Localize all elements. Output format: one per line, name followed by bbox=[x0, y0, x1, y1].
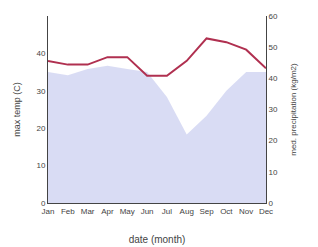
svg-text:40: 40 bbox=[36, 49, 45, 58]
svg-text:Apr: Apr bbox=[101, 207, 114, 216]
svg-text:0: 0 bbox=[41, 199, 46, 208]
svg-text:Dec: Dec bbox=[259, 207, 273, 216]
svg-text:Nov: Nov bbox=[239, 207, 253, 216]
svg-text:40: 40 bbox=[269, 74, 278, 83]
svg-text:Feb: Feb bbox=[61, 207, 75, 216]
svg-text:Jun: Jun bbox=[141, 207, 154, 216]
svg-text:Mar: Mar bbox=[81, 207, 95, 216]
svg-text:Jan: Jan bbox=[42, 207, 55, 216]
svg-text:30: 30 bbox=[269, 105, 278, 114]
svg-text:20: 20 bbox=[36, 124, 45, 133]
svg-text:10: 10 bbox=[36, 161, 45, 170]
svg-text:20: 20 bbox=[269, 136, 278, 145]
svg-text:Jul: Jul bbox=[162, 207, 172, 216]
svg-text:Sep: Sep bbox=[199, 207, 214, 216]
svg-text:Oct: Oct bbox=[220, 207, 233, 216]
svg-text:med. precipitation (kg/m2): med. precipitation (kg/m2) bbox=[289, 63, 298, 156]
svg-text:max temp (C): max temp (C) bbox=[12, 82, 22, 137]
svg-text:30: 30 bbox=[36, 87, 45, 96]
svg-text:May: May bbox=[120, 207, 135, 216]
svg-text:Aug: Aug bbox=[180, 207, 194, 216]
svg-text:60: 60 bbox=[269, 12, 278, 21]
svg-text:10: 10 bbox=[269, 168, 278, 177]
svg-text:0: 0 bbox=[269, 199, 274, 208]
svg-text:50: 50 bbox=[269, 43, 278, 52]
svg-text:date (month): date (month) bbox=[129, 234, 186, 245]
